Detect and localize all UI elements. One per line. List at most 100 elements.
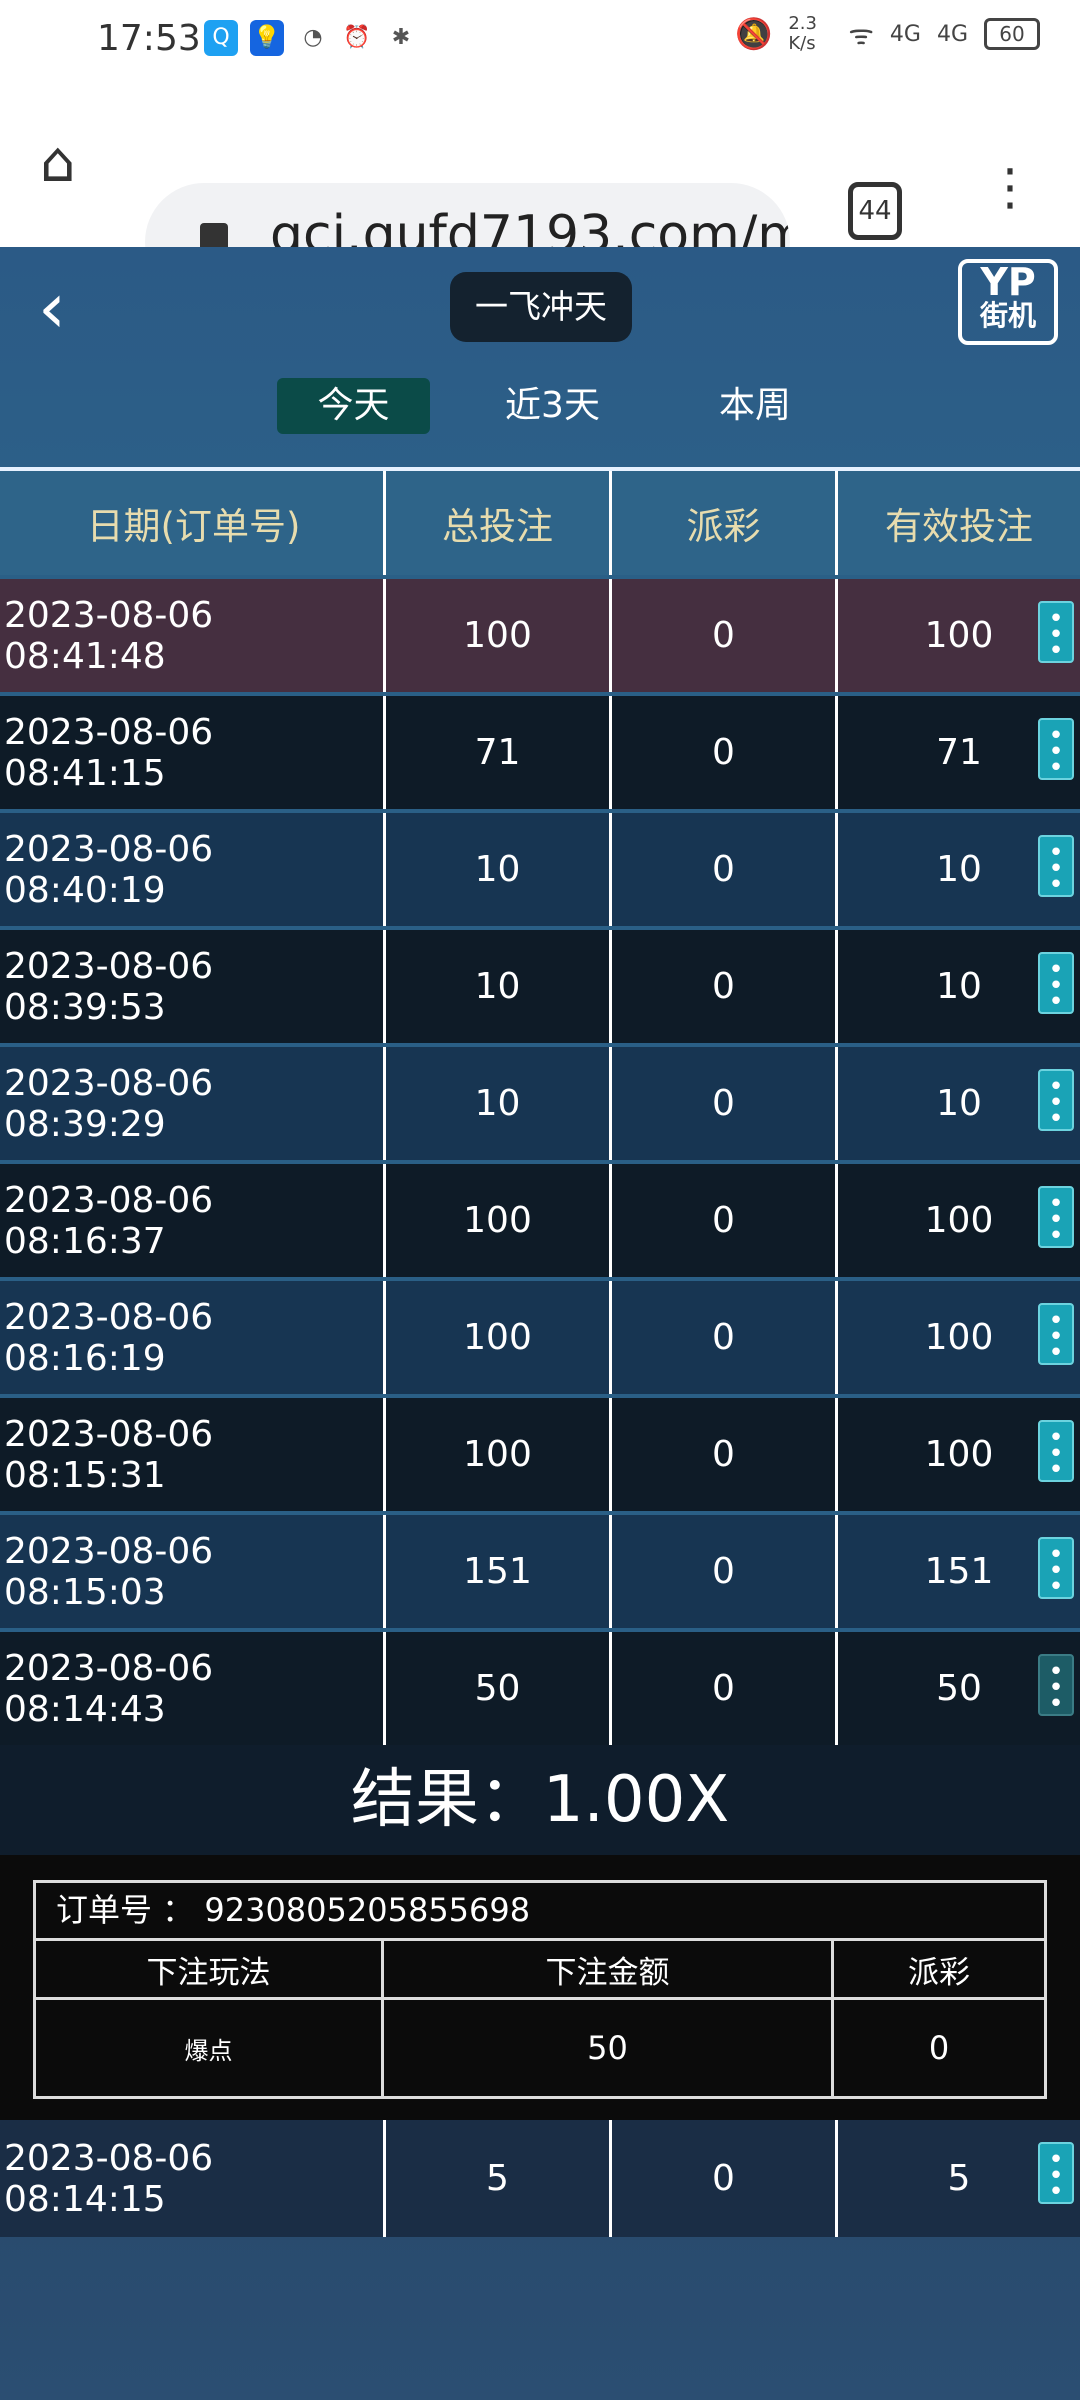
row-total-bet: 100 (383, 579, 609, 692)
row-payout: 0 (609, 696, 835, 809)
row-menu-button[interactable]: • • • (1038, 718, 1074, 781)
order-label: 订单号 ： (56, 1891, 195, 1929)
detail-header-payout: 派彩 (831, 1941, 1044, 1997)
detail-header-amount: 下注金额 (381, 1941, 831, 1997)
row-payout: 0 (609, 1164, 835, 1277)
row-payout: 0 (609, 1047, 835, 1160)
row-valid-bet: 10 (835, 813, 1080, 926)
back-arrow-icon[interactable]: ‹ (38, 267, 66, 349)
table-row[interactable]: 2023-08-06 08:39:53 10 0 10 • • • (0, 926, 1080, 1043)
row-valid-bet: 10 (835, 1047, 1080, 1160)
row-payout: 0 (609, 1398, 835, 1511)
table-row[interactable]: 2023-08-06 08:15:03 151 0 151 • • • (0, 1511, 1080, 1628)
clock: 17:53 (97, 18, 201, 59)
table-row[interactable]: 2023-08-06 08:15:31 100 0 100 • • • (0, 1394, 1080, 1511)
row-date: 2023-08-06 08:39:29 (4, 1062, 214, 1145)
table-row[interactable]: 2023-08-06 08:16:37 100 0 100 • • • (0, 1160, 1080, 1277)
alarm-icon: ⏰ (343, 25, 371, 50)
row-menu-button[interactable]: • • • (1038, 1537, 1074, 1600)
search-app-icon: Q (204, 20, 238, 56)
row-payout: 0 (609, 1281, 835, 1394)
app-area: ‹ 一飞冲天 YP 街机 今天 近3天 本周 日期(订单号) 总投注 派彩 有效投… (0, 247, 1080, 2400)
speedometer-icon: ◔ (303, 25, 323, 50)
row-valid-bet: 151 (835, 1515, 1080, 1628)
table-row[interactable]: 2023-08-06 08:14:15 5 0 5 • • • (0, 2120, 1080, 2237)
row-menu-button[interactable]: • • • (1038, 1303, 1074, 1366)
table-row[interactable]: 2023-08-06 08:39:29 10 0 10 • • • (0, 1043, 1080, 1160)
row-date: 2023-08-06 08:14:43 (4, 1647, 214, 1730)
row-total-bet: 10 (383, 813, 609, 926)
table-row[interactable]: 2023-08-06 08:40:19 10 0 10 • • • (0, 809, 1080, 926)
row-total-bet: 151 (383, 1515, 609, 1628)
row-total-bet: 10 (383, 930, 609, 1043)
row-menu-button[interactable]: • • • (1038, 835, 1074, 898)
detail-amount: 50 (381, 2000, 831, 2096)
row-valid-bet: 100 (835, 579, 1080, 692)
row-total-bet: 100 (383, 1164, 609, 1277)
mute-icon: 🔕 (734, 16, 773, 52)
signal-icon: 4G (889, 21, 921, 47)
wifi-icon: ᯤ (848, 18, 874, 51)
row-menu-button[interactable]: • • • (1038, 952, 1074, 1015)
battery-icon: 60 (984, 18, 1040, 50)
row-date: 2023-08-06 08:14:15 (4, 2137, 214, 2220)
col-payout: 派彩 (609, 471, 835, 575)
more-menu-icon[interactable]: ⋮ (985, 158, 1035, 216)
home-icon[interactable]: ⌂ (40, 130, 76, 195)
row-menu-button[interactable]: • • • (1038, 2142, 1074, 2205)
table-row[interactable]: 2023-08-06 08:16:19 100 0 100 • • • (0, 1277, 1080, 1394)
row-valid-bet: 71 (835, 696, 1080, 809)
detail-payout: 0 (831, 2000, 1044, 2096)
status-bar: 17:53 Q 💡 ◔ ⏰ ✱ 🔕 2.3 K/s ᯤ 4G 4G 60 (0, 0, 1080, 80)
detail-play: 爆点 (184, 2036, 233, 2065)
row-total-bet: 50 (383, 1632, 609, 1745)
row-date: 2023-08-06 08:15:31 (4, 1413, 214, 1496)
row-date: 2023-08-06 08:41:15 (4, 711, 214, 794)
tab-week[interactable]: 本周 (718, 385, 791, 426)
row-payout: 0 (609, 1515, 835, 1628)
table-header: 日期(订单号) 总投注 派彩 有效投注 (0, 467, 1080, 575)
row-date: 2023-08-06 08:39:53 (4, 945, 214, 1028)
row-total-bet: 5 (383, 2120, 609, 2237)
table-row[interactable]: 2023-08-06 08:41:48 100 0 100 • • • (0, 575, 1080, 692)
col-total: 总投注 (383, 471, 609, 575)
row-menu-button[interactable]: • • • (1038, 601, 1074, 664)
row-valid-bet: 10 (835, 930, 1080, 1043)
row-date: 2023-08-06 08:15:03 (4, 1530, 214, 1613)
row-menu-button[interactable]: • • • (1038, 1069, 1074, 1132)
net-speed: 2.3 K/s (788, 13, 817, 54)
row-menu-button[interactable]: • • • (1038, 1654, 1074, 1717)
col-date: 日期(订单号) (86, 505, 301, 548)
tab-3days[interactable]: 近3天 (505, 385, 600, 426)
yp-logo: YP 街机 (958, 259, 1058, 345)
row-valid-bet: 5 (835, 2120, 1080, 2237)
row-payout: 0 (609, 579, 835, 692)
tab-count-button[interactable]: 44 (848, 182, 902, 240)
row-valid-bet: 100 (835, 1164, 1080, 1277)
bluetooth-icon: ✱ (391, 25, 411, 50)
detail-header-play: 下注玩法 (146, 1954, 271, 1991)
row-date: 2023-08-06 08:41:48 (4, 594, 214, 677)
row-valid-bet: 50 (835, 1632, 1080, 1745)
order-number: 9230805205855698 (204, 1891, 531, 1929)
row-payout: 0 (609, 2120, 835, 2237)
row-valid-bet: 100 (835, 1281, 1080, 1394)
col-valid: 有效投注 (835, 471, 1080, 575)
row-total-bet: 71 (383, 696, 609, 809)
row-date: 2023-08-06 08:40:19 (4, 828, 214, 911)
bet-history-table: 日期(订单号) 总投注 派彩 有效投注 2023-08-06 08:41:48 1… (0, 467, 1080, 2237)
row-total-bet: 10 (383, 1047, 609, 1160)
row-date: 2023-08-06 08:16:37 (4, 1179, 214, 1262)
table-row[interactable]: 2023-08-06 08:41:15 71 0 71 • • • (0, 692, 1080, 809)
game-title: 一飞冲天 (450, 272, 632, 342)
table-row[interactable]: 2023-08-06 08:14:43 50 0 50 • • • (0, 1628, 1080, 1745)
row-payout: 0 (609, 930, 835, 1043)
tab-today[interactable]: 今天 (277, 378, 430, 434)
bulb-app-icon: 💡 (250, 20, 284, 56)
order-detail-panel: 订单号 ： 9230805205855698 下注玩法 下注金额 派彩 爆点 5… (0, 1855, 1080, 2120)
row-total-bet: 100 (383, 1398, 609, 1511)
signal-icon-2: 4G (936, 21, 968, 47)
result-text: 结果：1.00X (0, 1745, 1080, 1855)
row-menu-button[interactable]: • • • (1038, 1186, 1074, 1249)
row-menu-button[interactable]: • • • (1038, 1420, 1074, 1483)
